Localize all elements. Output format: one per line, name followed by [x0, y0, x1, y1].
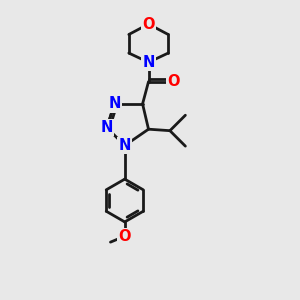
Text: O: O	[118, 229, 131, 244]
Text: N: N	[142, 55, 155, 70]
Text: N: N	[118, 138, 131, 153]
Text: O: O	[142, 16, 155, 32]
Text: N: N	[101, 120, 113, 135]
Text: O: O	[167, 74, 180, 89]
Text: N: N	[108, 96, 121, 111]
